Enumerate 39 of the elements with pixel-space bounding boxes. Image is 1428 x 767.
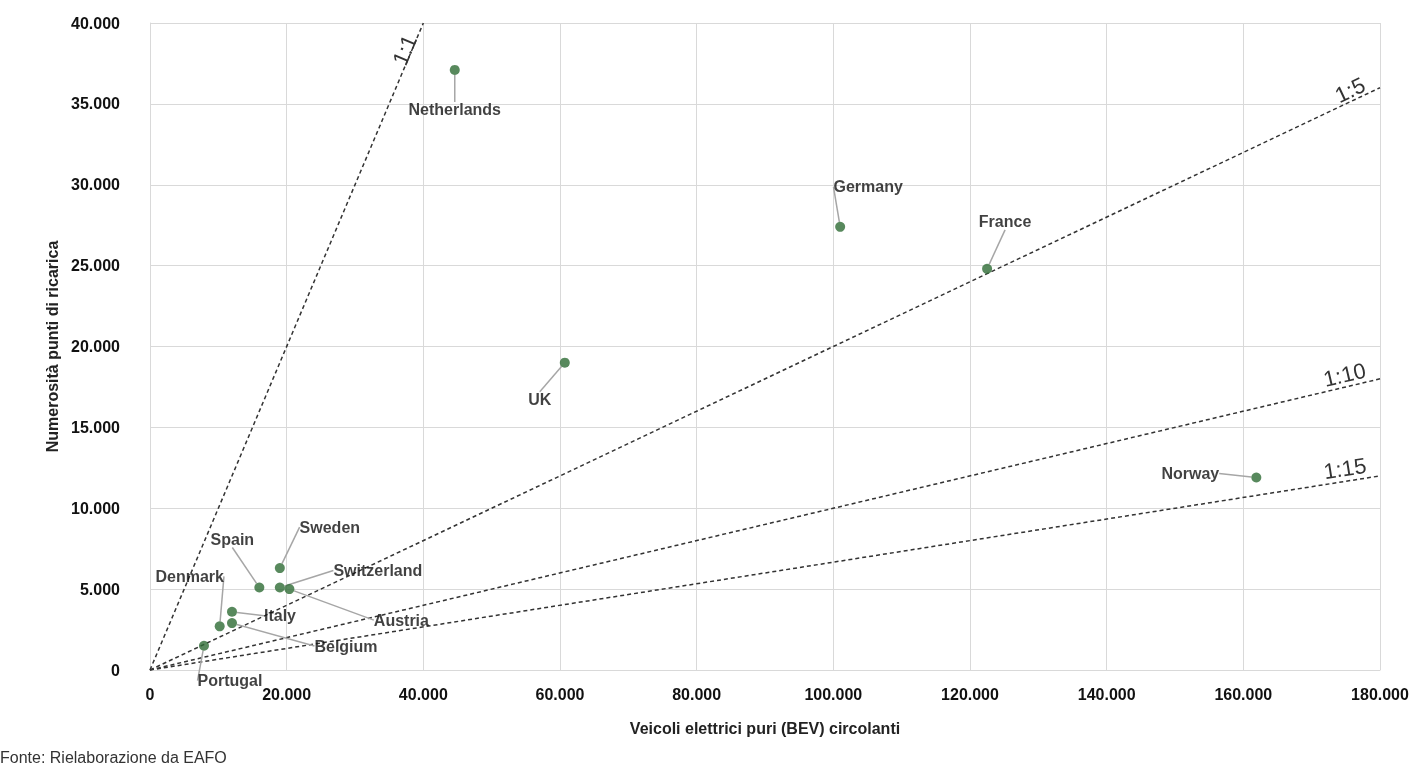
text: 1:10	[1320, 357, 1369, 392]
y-tick-label: 20.000	[71, 338, 121, 355]
x-tick-label: 80.000	[672, 685, 722, 703]
annotation: Spain	[210, 531, 255, 549]
annotation: Portugal	[197, 672, 263, 690]
x-tick-label: 160.000	[1214, 685, 1273, 703]
y-axis-title: Numerosità punti di ricarica	[43, 240, 61, 453]
annotation: Italy	[263, 607, 297, 625]
x-axis-title: Veicoli elettrici puri (BEV) circolanti	[629, 719, 901, 737]
x-tick-label: 60.000	[535, 685, 585, 703]
y-tick-label: 40.000	[71, 14, 121, 32]
y-tick-label: 5.000	[79, 580, 121, 598]
x-tick-label: 120.000	[941, 685, 1000, 703]
annotation: Norway	[1161, 465, 1220, 483]
annotation: Denmark	[155, 567, 225, 585]
source-note: Fonte: Rielaborazione da EAFO	[0, 748, 227, 766]
annotation: France	[978, 213, 1032, 231]
y-tick-label: 25.000	[71, 257, 121, 275]
annotation: Switzerland	[333, 562, 423, 580]
annotation: Belgium	[314, 637, 378, 655]
y-tick-label: 10.000	[71, 499, 121, 517]
annotation: Netherlands	[408, 101, 502, 119]
annotation: Sweden	[299, 518, 361, 536]
text: 1:5	[1330, 72, 1370, 108]
text: 1:1	[387, 31, 423, 69]
y-tick-label: 0	[111, 661, 121, 679]
y-tick-label: 15.000	[71, 418, 121, 436]
y-tick-label: 30.000	[71, 176, 121, 194]
y-tick-label: 35.000	[71, 95, 121, 113]
annotation: UK	[528, 391, 552, 409]
text: 1:15	[1321, 452, 1369, 485]
x-tick-label: 180.000	[1351, 685, 1410, 703]
annotation: Germany	[833, 178, 903, 196]
x-tick-label: 140.000	[1077, 685, 1136, 703]
x-tick-label: 0	[145, 685, 155, 703]
x-tick-label: 100.000	[804, 685, 863, 703]
annotation: Austria	[373, 611, 430, 629]
x-tick-label: 40.000	[398, 685, 448, 703]
x-tick-label: 20.000	[262, 685, 312, 703]
